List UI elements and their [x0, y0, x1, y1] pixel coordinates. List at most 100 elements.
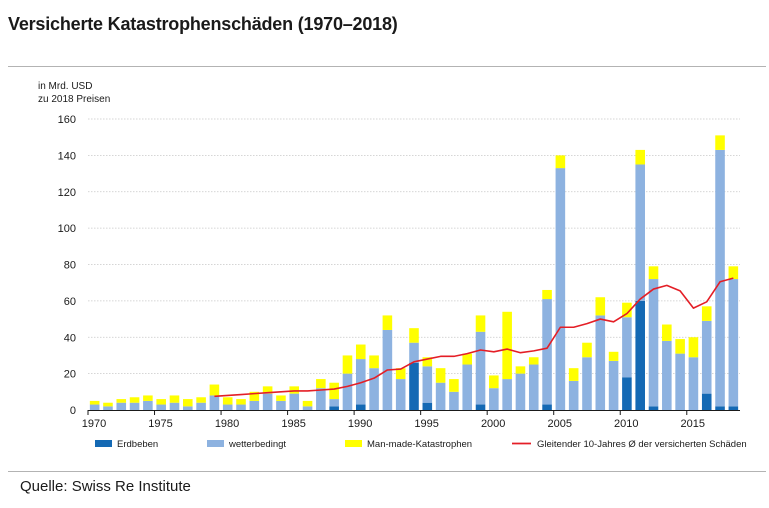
bar-segment	[302, 400, 313, 407]
bar-stack	[222, 397, 233, 410]
bar-segment	[222, 404, 233, 410]
bar-segment	[143, 395, 153, 401]
bar-stack	[316, 379, 326, 410]
bar-segment	[422, 366, 433, 403]
bar-segment	[289, 393, 300, 410]
y-tick-label: 140	[58, 150, 76, 162]
bar-segment	[276, 395, 286, 401]
bar-segment	[582, 357, 592, 410]
bar-segment	[728, 406, 739, 410]
bar-stack	[662, 324, 672, 410]
bar-segment	[542, 404, 552, 410]
bar-segment	[449, 391, 459, 410]
legend-label: Erdbeben	[117, 439, 158, 450]
y-tick-label: 20	[64, 369, 76, 381]
bar-segment	[289, 386, 300, 394]
bar-stack	[502, 311, 512, 410]
bar-stack	[622, 302, 632, 410]
x-tick-label: 2005	[547, 418, 571, 430]
bar-segment	[169, 395, 180, 403]
bar-stack	[555, 155, 566, 410]
bar-segment	[236, 399, 246, 405]
bar-stack	[409, 328, 419, 410]
bar-segment	[395, 379, 406, 410]
bar-segment	[422, 402, 433, 410]
bar-segment	[143, 400, 153, 410]
bar-stack	[568, 368, 579, 410]
bar-stack	[542, 289, 552, 410]
bar-segment	[249, 400, 260, 410]
bar-segment	[622, 377, 632, 410]
bar-stack	[715, 135, 725, 410]
bar-segment	[528, 364, 539, 410]
bar-segment	[675, 353, 685, 410]
bar-segment	[369, 355, 379, 369]
bar-segment	[688, 357, 699, 410]
bar-stack	[342, 355, 353, 410]
bar-stack	[143, 395, 153, 410]
bar-segment	[622, 317, 632, 378]
bar-segment	[555, 168, 566, 410]
bar-stack	[89, 400, 100, 410]
bar-stack	[196, 397, 206, 410]
bar-segment	[728, 279, 739, 407]
bar-stack	[382, 315, 393, 410]
average-line	[214, 277, 734, 398]
bar-segment	[489, 375, 499, 389]
bar-segment	[262, 393, 273, 410]
y-unit-line-1: in Mrd. USD	[38, 81, 93, 92]
bar-stack	[475, 315, 486, 410]
bar-segment	[675, 339, 685, 354]
bar-segment	[329, 382, 339, 400]
bar-stack	[489, 375, 499, 410]
bar-stack	[582, 342, 592, 410]
bar-segment	[382, 315, 393, 330]
bar-segment	[89, 404, 100, 410]
bar-stack	[595, 297, 606, 410]
bar-segment	[369, 368, 379, 410]
bar-segment	[249, 391, 260, 401]
bar-segment	[103, 406, 113, 410]
bar-segment	[316, 379, 326, 389]
bar-segment	[129, 397, 140, 403]
bar-stack	[395, 368, 406, 410]
bar-segment	[648, 406, 659, 410]
bar-segment	[395, 368, 406, 380]
bar-segment	[129, 402, 140, 410]
bar-segment	[156, 399, 166, 405]
bar-segment	[715, 406, 725, 410]
y-tick-label: 60	[64, 296, 76, 308]
bar-segment	[701, 320, 712, 394]
bar-segment	[116, 399, 127, 403]
y-tick-label: 40	[64, 332, 76, 344]
bar-stack	[435, 368, 446, 410]
x-tick-label: 1980	[215, 418, 239, 430]
bar-stack	[169, 395, 180, 410]
bar-segment	[608, 351, 619, 361]
bar-segment	[662, 340, 672, 410]
legend-swatch	[345, 440, 362, 447]
bar-segment	[515, 373, 526, 410]
bars	[89, 135, 739, 410]
bar-stack	[355, 344, 366, 410]
bar-segment	[502, 379, 512, 410]
bar-stack	[116, 399, 127, 410]
bar-stack	[289, 386, 300, 410]
bar-segment	[555, 155, 566, 169]
bar-stack	[515, 366, 526, 410]
x-axis: 1970 1975 1980 1985 1990 1995 2000 2005 2010 2015	[82, 410, 740, 430]
legend-swatch	[207, 440, 224, 447]
legend-label: Man-made-Katastrophen	[367, 439, 472, 450]
bar-segment	[409, 362, 419, 410]
bar-segment	[342, 373, 353, 410]
y-tick-label: 120	[58, 187, 76, 199]
bar-segment	[648, 279, 659, 407]
legend-label: wetterbedingt	[228, 439, 286, 450]
bar-segment	[236, 404, 246, 410]
bar-segment	[183, 406, 193, 410]
bar-stack	[635, 149, 645, 410]
bar-segment	[701, 306, 712, 321]
y-tick-labels: 0 20 40 60 80 100 120 140 160	[58, 114, 76, 417]
bar-segment	[169, 402, 180, 410]
